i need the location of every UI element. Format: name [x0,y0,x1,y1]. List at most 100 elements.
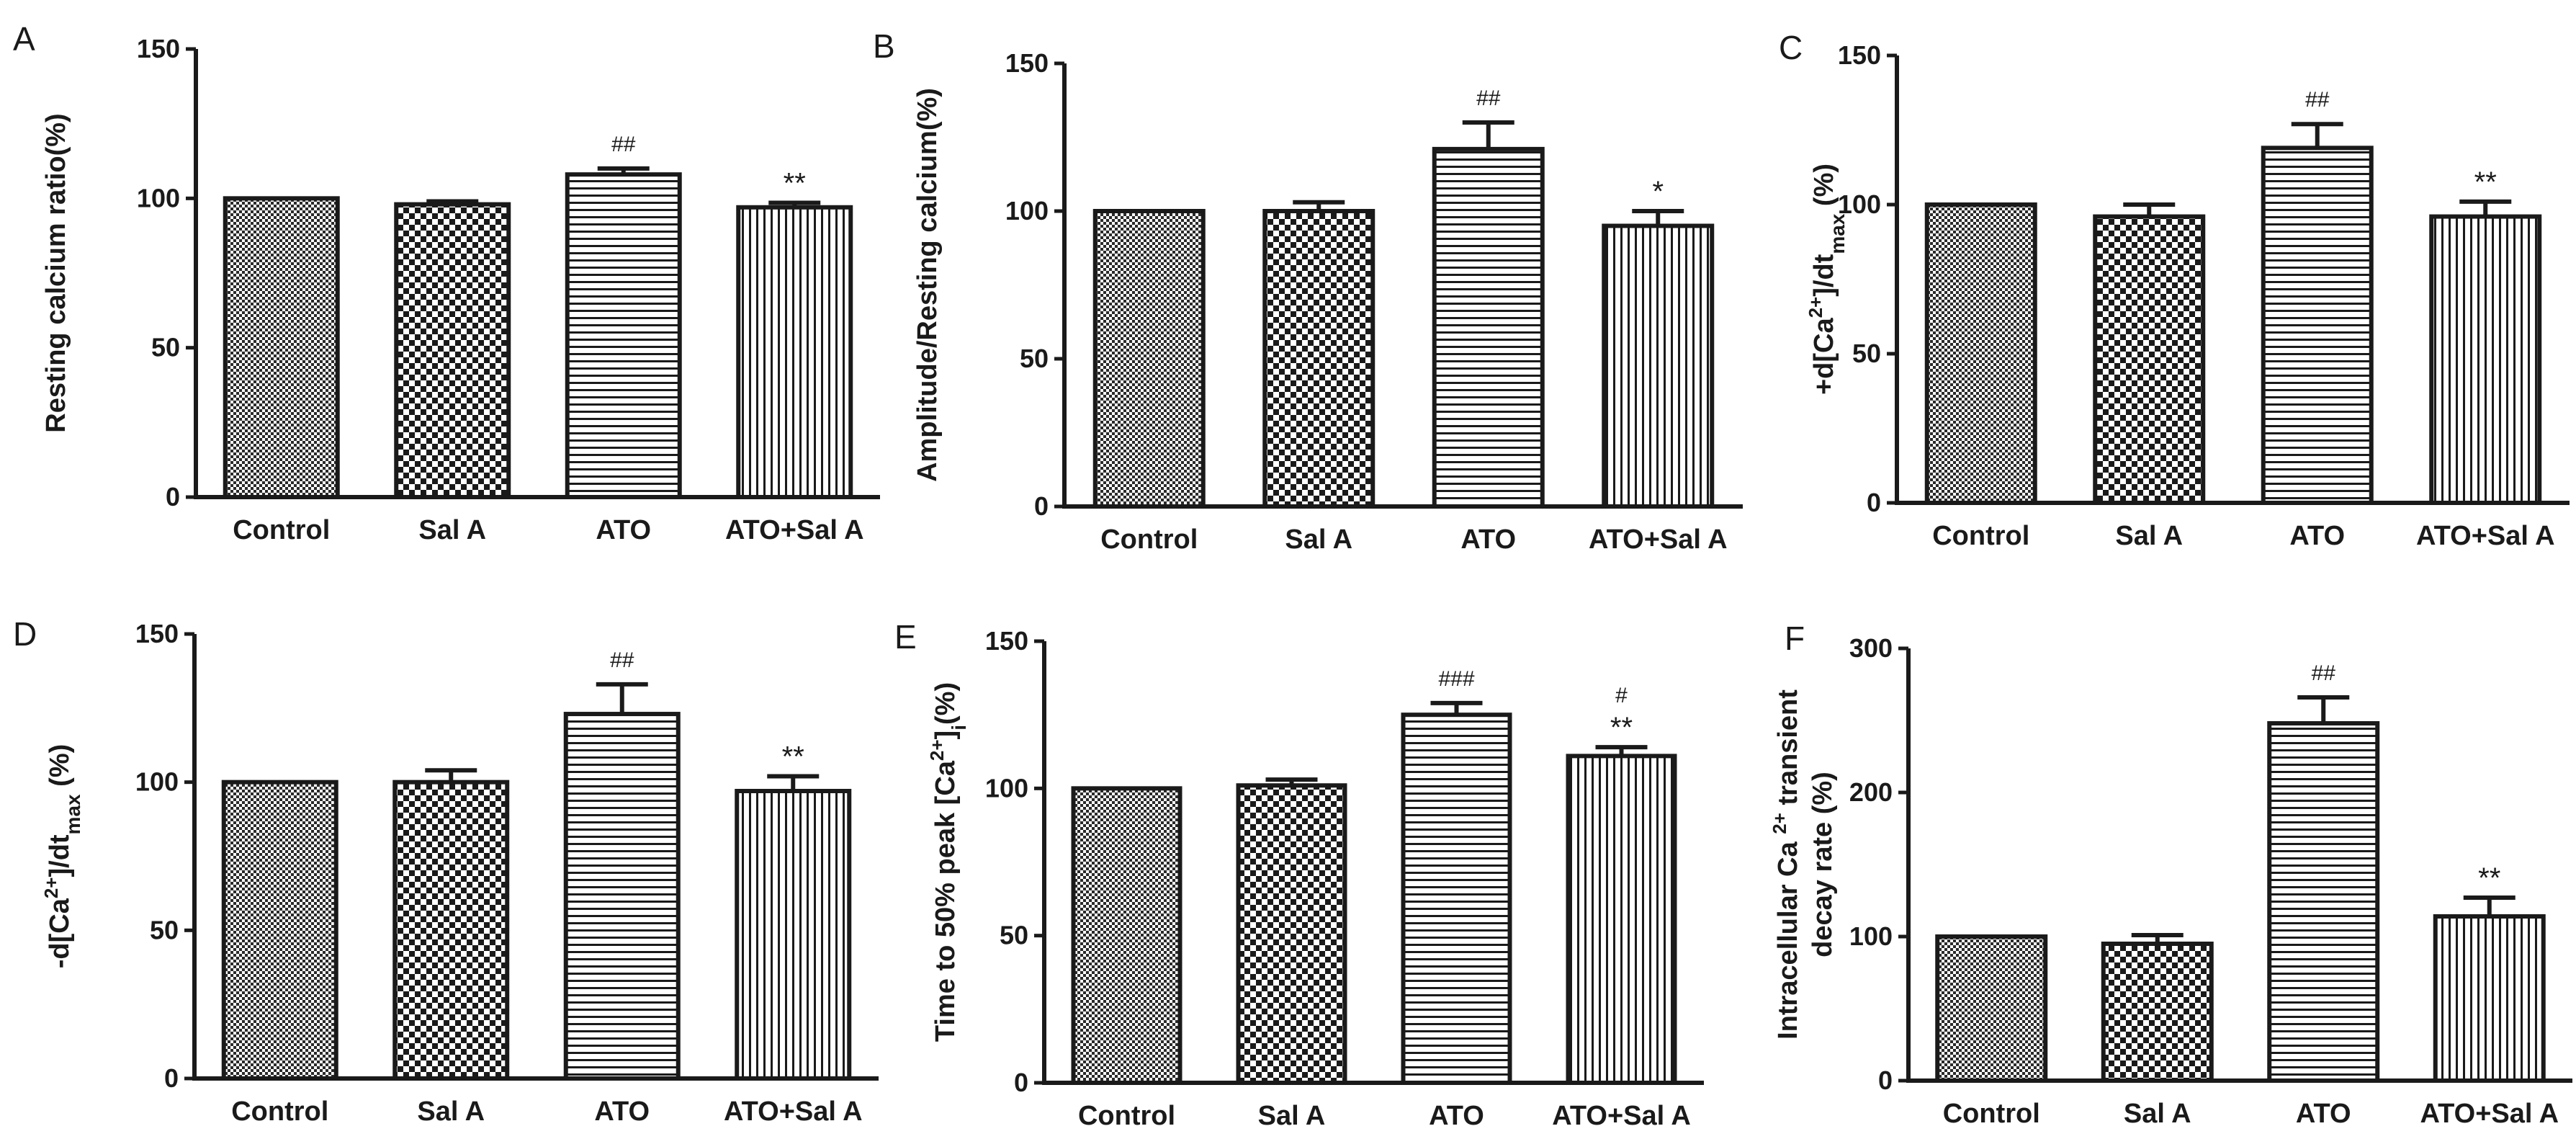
chart-panel-c: C 0 50 100 150 Control Sal A ## ATO ** ATO+Sal A +d… [1779,29,2570,551]
x-tick-label: ATO [1460,524,1516,555]
x-tick-label: Control [231,1096,328,1127]
chart-panel-a: A 0 50 100 150 Control Sal A ## ATO ** ATO+Sal A Re… [13,20,880,545]
y-tick-label: 50 [151,333,180,362]
bar [1566,754,1677,1085]
significance-label: ### [1438,667,1474,691]
x-tick-label: Sal A [1285,524,1352,555]
x-tick-label: Sal A [2115,521,2183,551]
x-tick-label: ATO [2296,1099,2351,1129]
y-tick-label: 50 [150,915,179,944]
bar [1401,713,1512,1086]
x-tick-label: ATO [596,515,651,545]
x-tick-label: ATO+Sal A [2416,521,2555,551]
x-tick-label: Control [233,515,330,545]
y-tick-label: 150 [135,619,179,648]
y-tick-label: 0 [1034,491,1049,521]
y-tick-label: 100 [985,773,1028,803]
y-axis-label: Time to 50% peak [Ca2+]i(%) [926,682,970,1042]
y-tick-label: 0 [164,1063,179,1093]
x-tick-label: ATO+Sal A [1589,524,1728,555]
significance-label: ## [2312,661,2336,685]
x-tick-label: ATO [2289,521,2345,551]
x-tick-label: Sal A [1258,1101,1326,1131]
y-tick-label: 100 [135,767,179,797]
bar [221,780,338,1081]
bar [1602,223,1715,509]
x-tick-label: Control [1943,1099,2040,1129]
y-tick-label: 50 [1020,344,1049,373]
y-tick-label: 0 [166,482,180,512]
bar [736,205,853,499]
bar [1935,934,2048,1083]
y-tick-label: 150 [1005,48,1049,78]
x-tick-label: ATO+Sal A [724,1096,863,1127]
x-tick-label: ATO+Sal A [1552,1101,1691,1131]
x-tick-label: Sal A [418,515,486,545]
chart-panel-f: F 0 100 200 300 Control Sal A ## ATO ** ATO+Sal A I… [1769,620,2572,1129]
y-tick-label: 0 [1014,1068,1028,1097]
significance-label: # [1615,684,1628,707]
bar [1924,202,2037,505]
chart-panel-b: B 0 50 100 150 Control Sal A ## ATO * ATO+Sal A Amp… [873,27,1743,555]
significance-label: ** [784,168,806,200]
y-axis-label: Intracellular Ca 2+ transient [1769,689,1803,1040]
bar [1236,783,1347,1086]
bar [2429,214,2542,505]
significance-label: ## [1476,86,1501,110]
y-axis-label: decay rate (%) [1808,772,1838,957]
y-axis-label: +d[Ca2+]/dtmax (%) [1805,164,1849,395]
significance-label: ## [2305,88,2330,112]
y-tick-label: 50 [1852,339,1881,368]
y-tick-label: 150 [137,34,180,63]
chart-panel-d: D 0 50 100 150 Control Sal A ## ATO ** ATO+Sal A -d… [13,615,879,1127]
x-tick-label: Sal A [417,1096,485,1127]
y-tick-label: 50 [1000,921,1028,950]
bar [1262,209,1375,509]
bar [1092,209,1206,509]
y-tick-label: 0 [1867,488,1881,517]
y-axis-label: Resting calcium ratio(%) [41,113,71,432]
chart-panel-e: E 0 50 100 150 Control Sal A ### ATO ** # ATO+Sal A… [894,618,1704,1131]
bar [1432,146,1545,509]
bar [2093,214,2206,505]
bar [565,172,682,499]
bar [735,789,852,1081]
y-tick-label: 100 [1849,921,1893,951]
x-tick-label: Control [1078,1101,1175,1131]
y-axis-label: -d[Ca2+]/dtmax (%) [40,744,84,969]
y-tick-label: 100 [137,183,180,213]
panel-letter: C [1779,29,1803,66]
x-tick-label: Control [1100,524,1198,555]
bar [2267,721,2380,1083]
significance-label: * [1652,176,1664,207]
panel-letter: D [13,615,37,653]
panel-letter: E [894,618,917,656]
x-tick-label: ATO+Sal A [725,515,864,545]
y-tick-label: 100 [1838,189,1881,219]
bar [2261,146,2374,505]
significance-label: ## [610,648,634,672]
bar [394,202,511,499]
bar [223,196,340,499]
x-tick-label: Control [1932,521,2029,551]
significance-label: ** [1610,712,1633,743]
y-tick-label: 200 [1849,777,1893,807]
significance-label: ** [2478,862,2500,894]
y-tick-label: 150 [1838,40,1881,70]
y-tick-label: 0 [1878,1066,1893,1095]
panel-letter: B [873,27,895,65]
y-tick-label: 300 [1849,633,1893,663]
panel-letter: A [13,20,35,58]
x-tick-label: Sal A [2124,1099,2191,1129]
y-tick-label: 100 [1005,196,1049,225]
bar [563,712,681,1081]
significance-label: ** [2474,166,2497,198]
x-tick-label: ATO+Sal A [2420,1099,2559,1129]
bar [2101,942,2214,1083]
bar [2433,914,2546,1083]
significance-label: ** [782,741,804,772]
significance-label: ## [611,133,636,156]
y-tick-label: 150 [985,626,1028,656]
